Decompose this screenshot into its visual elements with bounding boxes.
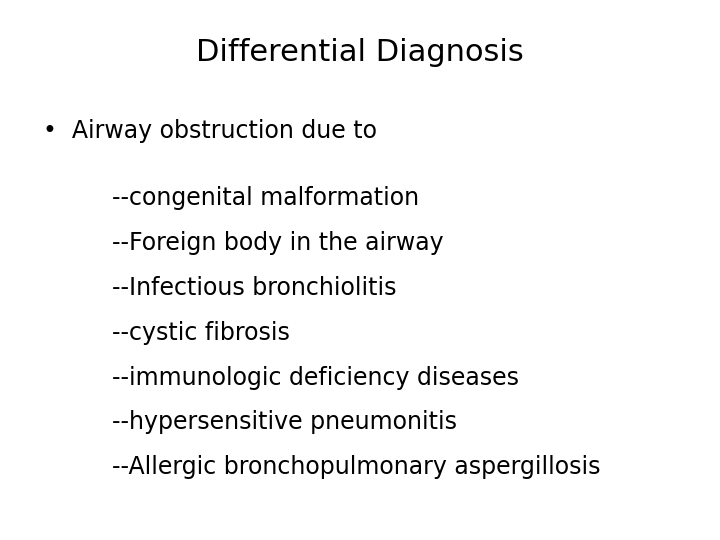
Text: --Allergic bronchopulmonary aspergillosis: --Allergic bronchopulmonary aspergillosi… (112, 455, 600, 479)
Text: --immunologic deficiency diseases: --immunologic deficiency diseases (112, 366, 518, 389)
Text: --cystic fibrosis: --cystic fibrosis (112, 321, 289, 345)
Text: --congenital malformation: --congenital malformation (112, 186, 419, 210)
Text: --Foreign body in the airway: --Foreign body in the airway (112, 231, 444, 255)
Text: Differential Diagnosis: Differential Diagnosis (196, 38, 524, 67)
Text: •  Airway obstruction due to: • Airway obstruction due to (43, 119, 377, 143)
Text: --hypersensitive pneumonitis: --hypersensitive pneumonitis (112, 410, 456, 434)
Text: --Infectious bronchiolitis: --Infectious bronchiolitis (112, 276, 396, 300)
